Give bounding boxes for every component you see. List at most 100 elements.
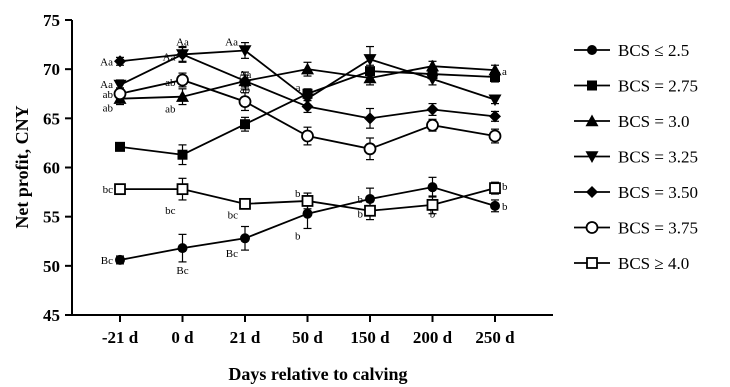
data-point — [426, 73, 439, 86]
legend-label: BCS = 3.50 — [618, 183, 698, 202]
data-point — [301, 129, 314, 143]
data-point — [427, 182, 438, 193]
data-point — [489, 110, 501, 123]
annotation-label: ab — [103, 89, 114, 101]
annotation-label: Aa — [176, 37, 189, 49]
legend-item-7: BCS ≥ 4.0 — [574, 254, 689, 273]
annotation-label: ab — [165, 77, 176, 89]
annotation-label: a — [502, 66, 507, 78]
data-point — [240, 119, 250, 130]
legend-marker — [585, 114, 599, 127]
legend-item-3: BCS = 3.0 — [574, 112, 689, 131]
data-point — [363, 54, 377, 66]
data-point — [114, 55, 126, 68]
x-tick-label: 200 d — [413, 328, 453, 347]
data-point — [115, 254, 125, 265]
y-tick-label: 75 — [43, 11, 60, 30]
series-group — [113, 42, 502, 265]
legend-marker — [586, 257, 598, 269]
legend-item-6: BCS = 3.75 — [574, 219, 698, 238]
x-tick-label: -21 d — [102, 328, 139, 347]
data-point — [302, 208, 313, 219]
y-tick-label: 65 — [43, 109, 60, 128]
legend-item-5: BCS = 3.50 — [574, 183, 698, 202]
legend-label: BCS ≥ 4.0 — [618, 254, 689, 273]
data-point — [301, 93, 314, 106]
data-point — [426, 103, 439, 116]
annotation-label: Aa — [163, 51, 176, 63]
legend-marker — [587, 80, 597, 91]
data-point — [115, 141, 125, 152]
legend-label: BCS = 3.0 — [618, 112, 689, 131]
annotation-label: b — [502, 201, 508, 213]
legend-label: BCS = 3.75 — [618, 219, 698, 238]
data-point — [177, 149, 188, 160]
annotation-label: b — [295, 230, 301, 242]
annotation-label: b — [358, 194, 364, 206]
legend-marker — [587, 45, 597, 55]
y-tick-label: 60 — [43, 159, 60, 178]
annotation-label: Bc — [226, 248, 238, 260]
data-point — [364, 204, 376, 217]
y-tick-label: 70 — [43, 60, 60, 79]
data-point — [176, 183, 189, 196]
data-point — [426, 59, 439, 72]
data-point — [301, 100, 314, 113]
annotation-label: bc — [103, 184, 114, 196]
annotation-label: bc — [228, 210, 239, 222]
data-point — [490, 72, 500, 83]
legend-item-1: BCS ≤ 2.5 — [574, 41, 689, 60]
data-point — [301, 195, 314, 207]
annotation-label: ab — [240, 84, 251, 96]
series-6 — [113, 72, 502, 161]
x-tick-label: 150 d — [350, 328, 390, 347]
x-axis-title: Days relative to calving — [228, 364, 407, 384]
annotation-label: a — [430, 56, 435, 68]
annotation-label: Aa — [225, 37, 238, 49]
x-tick-label: 50 d — [292, 328, 323, 347]
data-point — [114, 183, 126, 196]
data-point — [239, 197, 251, 210]
annotation-label: b — [502, 181, 508, 193]
x-ticks: -21 d 0 d 21 d 50 d 150 d 200 d 250 d — [102, 315, 515, 347]
annotation-label: ab — [103, 103, 114, 115]
data-point — [238, 95, 252, 109]
legend-label: BCS ≤ 2.5 — [618, 41, 689, 60]
legend-label: BCS = 2.75 — [618, 77, 698, 96]
annotation-label: Bc — [101, 255, 113, 267]
data-point — [240, 233, 250, 244]
axes — [71, 20, 553, 316]
legend-marker — [585, 221, 599, 234]
series-7 — [114, 177, 501, 221]
data-point — [113, 87, 127, 101]
annotation-label: b — [295, 188, 301, 200]
legend-item-2: BCS = 2.75 — [574, 77, 698, 96]
legend: BCS ≤ 2.5 BCS = 2.75 BCS = 3.0 BCS = 3.25 BC… — [574, 41, 698, 273]
data-point — [426, 118, 439, 132]
data-point — [364, 112, 376, 125]
annotation-label: Aa — [100, 56, 113, 68]
annotation-label: b — [358, 209, 364, 221]
data-point — [488, 94, 502, 107]
data-point — [176, 48, 189, 61]
annotation-label: ab — [165, 104, 176, 116]
legend-marker — [585, 151, 599, 163]
y-tick-label: 55 — [43, 208, 60, 227]
data-point — [363, 142, 377, 156]
legend-item-4: BCS = 3.25 — [574, 148, 698, 167]
data-point — [488, 129, 502, 143]
data-point — [238, 45, 252, 57]
data-point — [488, 63, 502, 76]
annotation-label: a — [296, 82, 301, 94]
data-point — [490, 200, 500, 211]
annotation-label: b — [430, 181, 436, 193]
data-point — [176, 73, 189, 87]
legend-marker — [586, 186, 598, 198]
legend-label: BCS = 3.25 — [618, 148, 698, 167]
x-tick-label: 21 d — [230, 328, 261, 347]
data-point — [426, 198, 439, 211]
y-tick-label: 45 — [43, 306, 60, 325]
x-tick-label: 0 d — [171, 328, 194, 347]
annotation-label: b — [430, 209, 436, 221]
data-point — [239, 74, 251, 87]
